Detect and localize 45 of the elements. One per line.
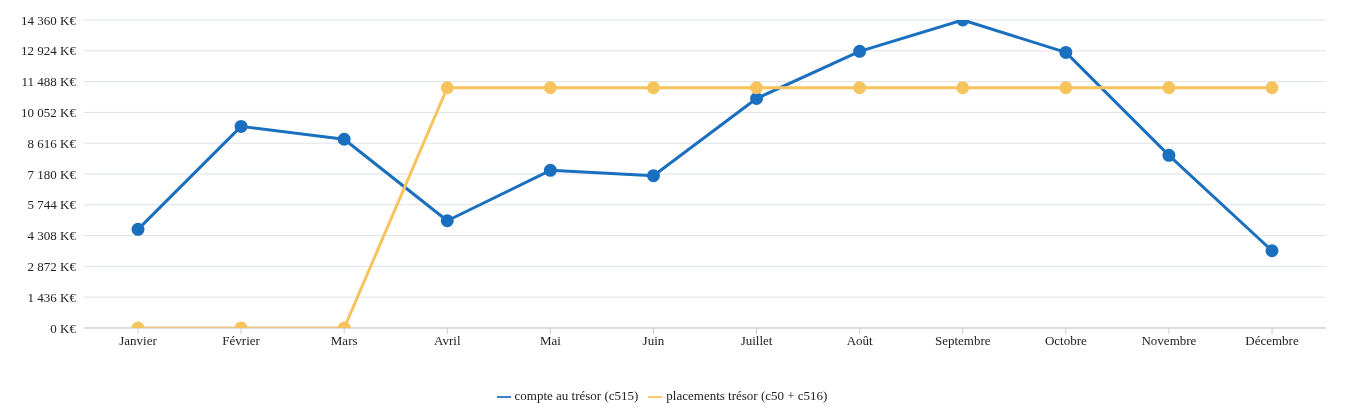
x-tick-label: Mai — [539, 333, 562, 349]
point — [1265, 81, 1279, 95]
y-tick-label: 8 616 K€ — [27, 135, 77, 151]
y-tick-label: 14 360 K€ — [21, 12, 77, 28]
x-tick-label: Novembre — [1141, 333, 1197, 349]
y-tick-label: 7 180 K€ — [27, 166, 77, 182]
point — [1059, 45, 1073, 59]
point — [543, 163, 557, 177]
y-tick-label: 2 872 K€ — [27, 259, 77, 274]
x-tick-label: Décembre — [1245, 333, 1299, 349]
point — [646, 169, 660, 183]
point — [646, 81, 660, 95]
point — [543, 81, 557, 95]
point — [1265, 244, 1279, 258]
point — [131, 222, 145, 236]
x-tick-label: Septembre — [934, 333, 991, 349]
x-tick-label: Juin — [642, 333, 665, 349]
point — [1162, 148, 1176, 162]
y-tick-label: 10 052 K€ — [21, 105, 77, 121]
x-tick-label: Août — [846, 333, 874, 349]
x-tick-label: Octobre — [1044, 333, 1087, 349]
point — [1162, 81, 1176, 95]
point — [440, 214, 454, 228]
x-tick-label: Mars — [330, 333, 358, 349]
y-tick-label: 4 308 K€ — [27, 228, 77, 244]
y-tick-label: 11 488 K€ — [21, 74, 77, 90]
y-tick-label: 0 K€ — [50, 320, 77, 336]
point — [337, 132, 351, 146]
x-tick-label: Janvier — [119, 333, 158, 349]
point — [853, 81, 867, 95]
x-tick-label: Février — [222, 333, 261, 349]
y-tick-label: 5 744 K€ — [27, 197, 77, 213]
x-tick-label: Juillet — [740, 333, 773, 349]
point — [956, 81, 970, 95]
x-tick-label: Avril — [434, 333, 461, 349]
point — [750, 92, 764, 105]
point — [853, 44, 867, 58]
point — [440, 81, 454, 95]
legend-label: placements trésor (c50 + c516) — [666, 387, 828, 403]
point — [1059, 81, 1073, 95]
point — [750, 81, 764, 95]
point — [234, 119, 248, 133]
y-tick-label: 12 924 K€ — [21, 43, 77, 59]
legend-label: compte au trésor (c515) — [514, 387, 639, 403]
y-tick-label: 1 436 K€ — [27, 289, 77, 305]
